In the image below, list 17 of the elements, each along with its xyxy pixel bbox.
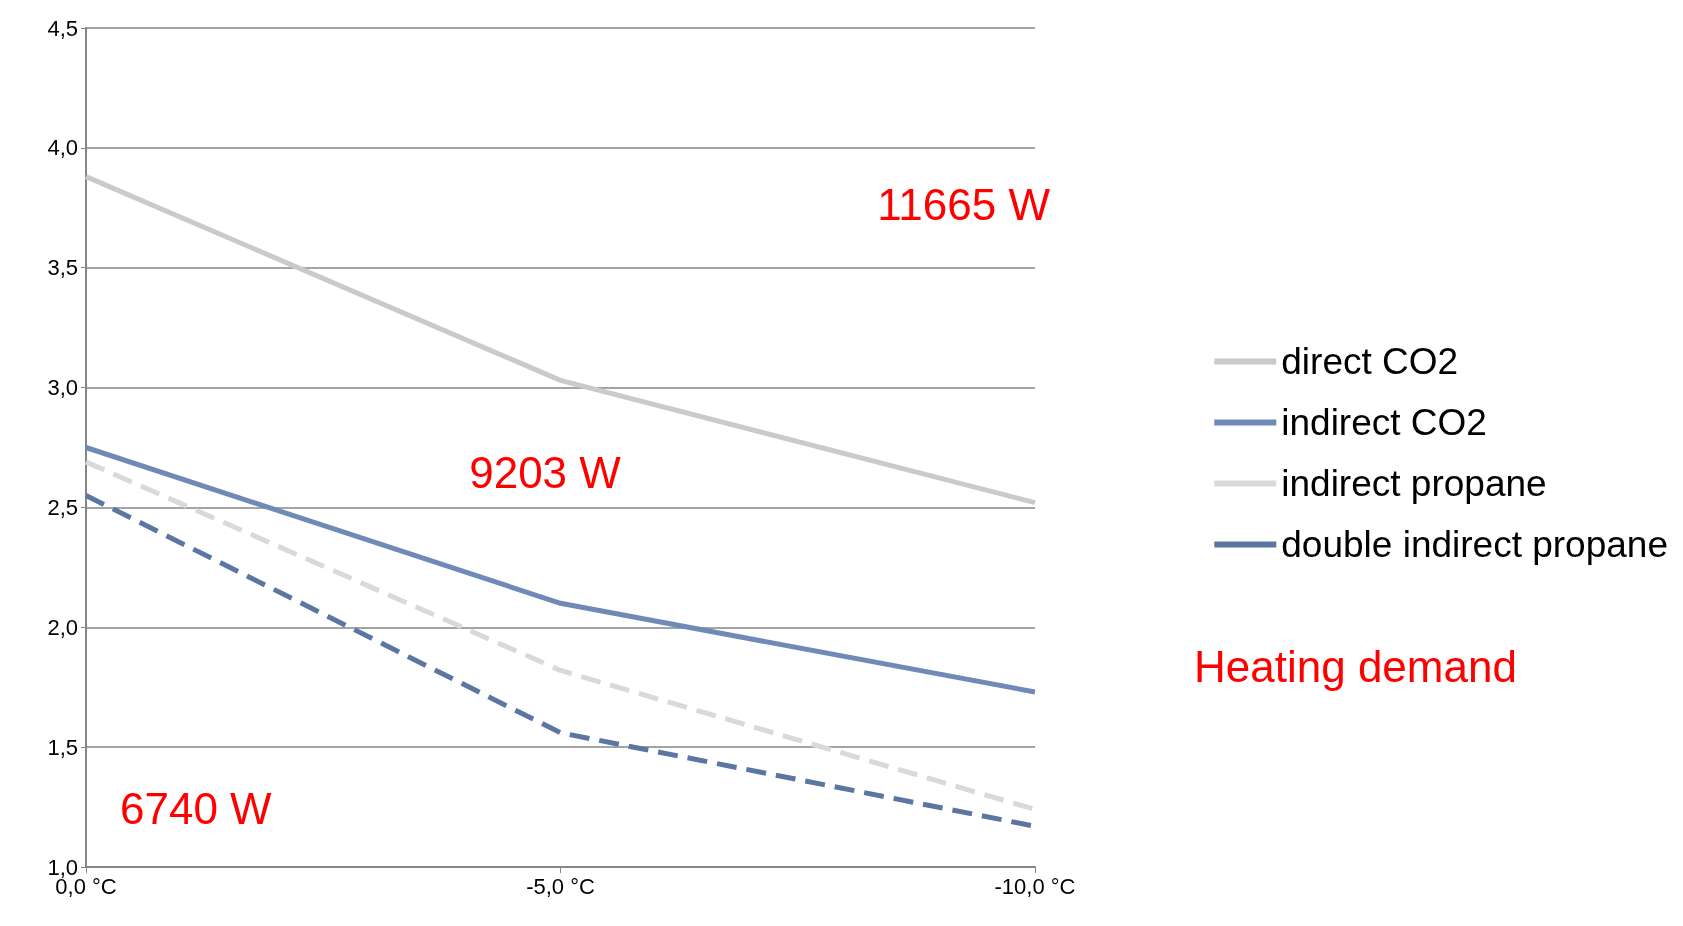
annotation: 9203 W (469, 447, 622, 497)
legend-label: indirect CO2 (1281, 402, 1487, 443)
annotation: 11665 W (877, 179, 1051, 229)
legend-label: direct CO2 (1281, 341, 1459, 382)
legend-label: double indirect propane (1281, 524, 1668, 565)
text: Heating demand (1194, 641, 1517, 691)
legend-label: indirect propane (1281, 463, 1547, 504)
y-tick-label: 3,0 (47, 375, 78, 401)
x-tick-label: -10,0 °C (994, 873, 1076, 899)
y-tick-label: 2,0 (47, 614, 78, 640)
y-tick-label: 2,5 (47, 494, 78, 520)
annotation: 6740 W (120, 783, 273, 833)
y-tick-label: 4,0 (47, 135, 78, 161)
y-tick-label: 1,5 (47, 734, 78, 760)
x-tick-label: -5,0 °C (526, 873, 595, 899)
y-tick-label: 3,5 (47, 255, 78, 281)
y-tick-label: 4,5 (47, 15, 78, 41)
